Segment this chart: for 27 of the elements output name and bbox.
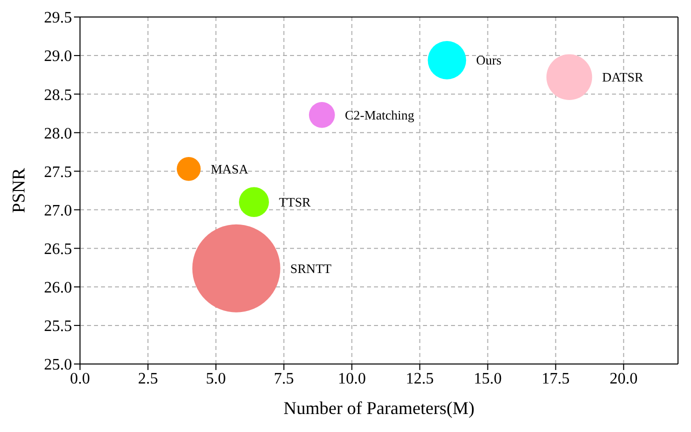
y-tick-label: 25.0 [44,356,72,374]
x-tick-label: 20.0 [610,370,638,388]
y-tick-label: 27.5 [44,164,72,181]
x-tick-label: 15.0 [474,370,502,388]
y-tick-label: 29.5 [44,10,72,27]
series-label: DATSR [602,70,644,85]
y-tick-label: 26.5 [44,241,72,258]
series-label: C2-Matching [344,107,415,122]
x-tick-label: 7.5 [274,370,294,388]
x-tick-label: 17.5 [542,370,570,388]
x-tick-label: 0.0 [70,370,90,388]
x-tick-label: 5.0 [206,370,226,388]
series-label: TTSR [278,194,312,210]
x-tick-label: 12.5 [406,370,434,388]
y-tick-label: 28.0 [44,125,72,142]
y-axis-title: PSNR [8,168,28,214]
y-tick-label: 27.0 [44,202,72,220]
y-tick-label: 25.5 [44,318,72,336]
series-label: Ours [476,52,502,68]
x-tick-label: 10.0 [338,370,366,388]
y-tick-label: 29.0 [44,48,72,66]
series-label: SRNTT [290,260,332,276]
x-axis-title: Number of Parameters(M) [284,398,474,418]
y-tick-label: 28.5 [44,86,72,104]
y-tick-label: 26.0 [44,280,72,297]
series-label: MASA [210,161,249,176]
x-tick-label: 2.5 [138,370,158,388]
